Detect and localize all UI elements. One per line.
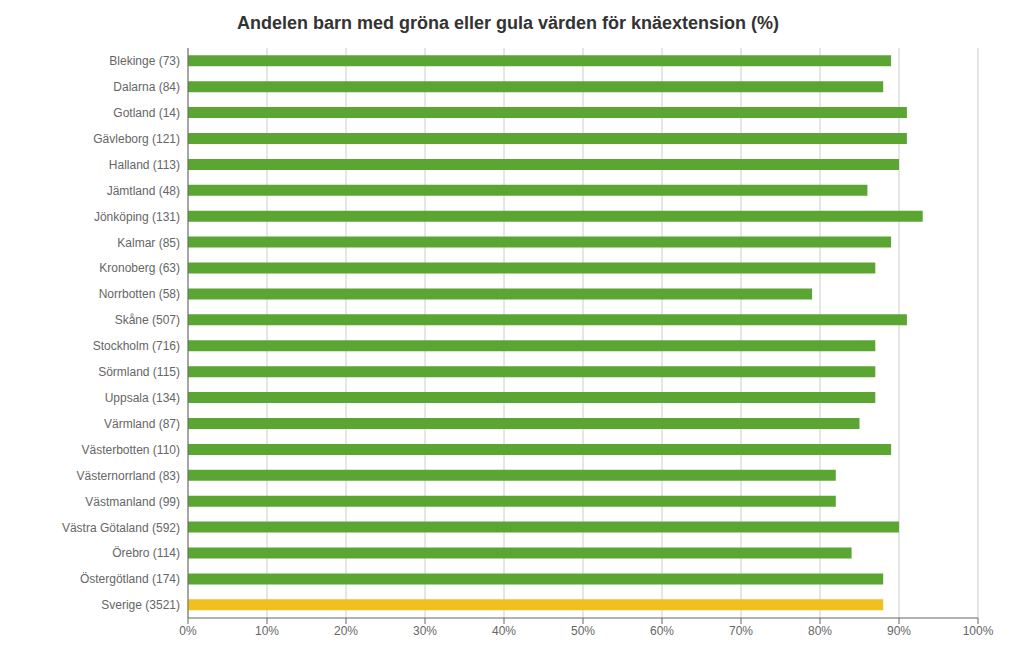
svg-text:Halland (113): Halland (113) bbox=[109, 158, 180, 172]
svg-text:Gävleborg (121): Gävleborg (121) bbox=[93, 132, 180, 146]
svg-text:0%: 0% bbox=[179, 624, 197, 638]
svg-text:10%: 10% bbox=[255, 624, 279, 638]
svg-text:90%: 90% bbox=[887, 624, 911, 638]
svg-text:70%: 70% bbox=[729, 624, 753, 638]
svg-text:100%: 100% bbox=[963, 624, 994, 638]
svg-text:Sverige (3521): Sverige (3521) bbox=[101, 598, 180, 612]
svg-text:Jönköping (131): Jönköping (131) bbox=[94, 210, 180, 224]
html-text:Andelen barn med gröna eller g: Andelen barn med gröna eller gula värden… bbox=[236, 13, 780, 33]
svg-text:Norrbotten (58): Norrbotten (58) bbox=[99, 287, 180, 301]
svg-text:Kalmar (85): Kalmar (85) bbox=[117, 236, 180, 250]
svg-text:Sörmland (115): Sörmland (115) bbox=[98, 365, 180, 379]
svg-text:Kronoberg (63): Kronoberg (63) bbox=[99, 261, 180, 275]
svg-text:Blekinge (73): Blekinge (73) bbox=[109, 54, 180, 68]
svg-text:80%: 80% bbox=[808, 624, 832, 638]
svg-text:60%: 60% bbox=[650, 624, 674, 638]
svg-text:Västernorrland (83): Västernorrland (83) bbox=[77, 469, 180, 483]
svg-text:Dalarna (84): Dalarna (84) bbox=[113, 80, 180, 94]
svg-text:Jämtland (48): Jämtland (48) bbox=[107, 184, 180, 198]
svg-text:Västmanland (99): Västmanland (99) bbox=[85, 495, 180, 509]
svg-text:Värmland (87): Värmland (87) bbox=[104, 417, 180, 431]
svg-text:50%: 50% bbox=[571, 624, 595, 638]
svg-text:Skåne (507): Skåne (507) bbox=[115, 313, 180, 327]
svg-text:40%: 40% bbox=[492, 624, 516, 638]
svg-text:20%: 20% bbox=[334, 624, 358, 638]
svg-text:Västerbotten (110): Västerbotten (110) bbox=[81, 443, 180, 457]
svg-text:Uppsala (134): Uppsala (134) bbox=[105, 391, 180, 405]
svg-text:Västra Götaland (592): Västra Götaland (592) bbox=[62, 521, 180, 535]
svg-text:Gotland (14): Gotland (14) bbox=[113, 106, 180, 120]
svg-text:Östergötland (174): Östergötland (174) bbox=[80, 572, 180, 586]
svg-text:Örebro (114): Örebro (114) bbox=[112, 546, 180, 560]
svg-text:30%: 30% bbox=[413, 624, 437, 638]
svg-text:Stockholm (716): Stockholm (716) bbox=[93, 339, 180, 353]
